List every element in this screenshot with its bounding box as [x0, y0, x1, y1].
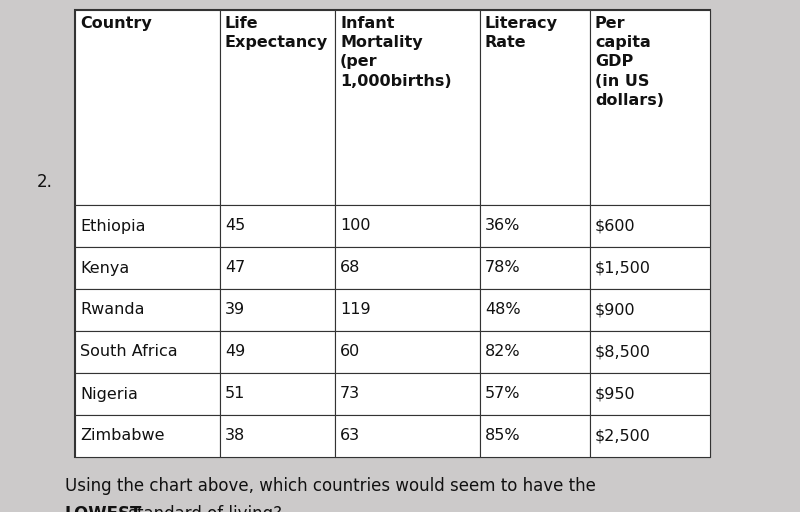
Text: Country: Country: [80, 16, 152, 31]
Text: $1,500: $1,500: [595, 261, 651, 275]
Text: 68: 68: [340, 261, 360, 275]
Text: 36%: 36%: [485, 219, 520, 233]
Text: 63: 63: [340, 429, 360, 443]
Text: 45: 45: [225, 219, 246, 233]
Text: $8,500: $8,500: [595, 345, 651, 359]
Text: 73: 73: [340, 387, 360, 401]
Text: Kenya: Kenya: [80, 261, 130, 275]
Text: 119: 119: [340, 303, 370, 317]
Text: $600: $600: [595, 219, 636, 233]
Bar: [75, 247, 220, 289]
Text: Zimbabwe: Zimbabwe: [80, 429, 165, 443]
Bar: [590, 415, 710, 457]
Text: 82%: 82%: [485, 345, 521, 359]
Text: $2,500: $2,500: [595, 429, 651, 443]
Bar: [220, 373, 335, 415]
Bar: [75, 415, 220, 457]
Bar: [220, 415, 335, 457]
Text: 39: 39: [225, 303, 245, 317]
Text: 100: 100: [340, 219, 370, 233]
Bar: [480, 373, 590, 415]
Text: 60: 60: [340, 345, 360, 359]
Bar: [335, 289, 480, 331]
Bar: [480, 205, 590, 247]
Bar: [590, 331, 710, 373]
Text: Life
Expectancy: Life Expectancy: [225, 16, 328, 50]
Bar: [590, 289, 710, 331]
Bar: [75, 331, 220, 373]
Bar: [75, 373, 220, 415]
Bar: [590, 373, 710, 415]
Text: Using the chart above, which countries would seem to have the: Using the chart above, which countries w…: [65, 477, 596, 495]
Bar: [590, 247, 710, 289]
Bar: [335, 373, 480, 415]
Text: Per
capita
GDP
(in US
dollars): Per capita GDP (in US dollars): [595, 16, 664, 108]
Bar: [75, 10, 710, 457]
Bar: [480, 415, 590, 457]
Bar: [75, 205, 220, 247]
Bar: [335, 415, 480, 457]
Bar: [590, 205, 710, 247]
Text: Literacy
Rate: Literacy Rate: [485, 16, 558, 50]
Bar: [335, 331, 480, 373]
Text: 78%: 78%: [485, 261, 521, 275]
Bar: [335, 10, 480, 205]
Bar: [590, 10, 710, 205]
Bar: [335, 205, 480, 247]
Text: 47: 47: [225, 261, 246, 275]
Bar: [220, 247, 335, 289]
Bar: [75, 10, 220, 205]
Text: Infant
Mortality
(per
1,000births): Infant Mortality (per 1,000births): [340, 16, 452, 89]
Bar: [480, 331, 590, 373]
Text: 51: 51: [225, 387, 246, 401]
Bar: [335, 247, 480, 289]
Text: South Africa: South Africa: [80, 345, 178, 359]
Text: $900: $900: [595, 303, 636, 317]
Bar: [75, 289, 220, 331]
Text: 49: 49: [225, 345, 246, 359]
Bar: [480, 10, 590, 205]
Text: $950: $950: [595, 387, 636, 401]
Bar: [480, 289, 590, 331]
Text: standard of living?: standard of living?: [123, 505, 282, 512]
Bar: [480, 247, 590, 289]
Text: LOWEST: LOWEST: [65, 505, 142, 512]
Text: 48%: 48%: [485, 303, 521, 317]
Text: Rwanda: Rwanda: [80, 303, 145, 317]
Text: 85%: 85%: [485, 429, 521, 443]
Bar: [220, 289, 335, 331]
Text: 38: 38: [225, 429, 246, 443]
Bar: [220, 10, 335, 205]
Bar: [220, 331, 335, 373]
Text: 57%: 57%: [485, 387, 521, 401]
Text: Ethiopia: Ethiopia: [80, 219, 146, 233]
Text: Nigeria: Nigeria: [80, 387, 138, 401]
Text: 2.: 2.: [37, 173, 53, 191]
Bar: [220, 205, 335, 247]
